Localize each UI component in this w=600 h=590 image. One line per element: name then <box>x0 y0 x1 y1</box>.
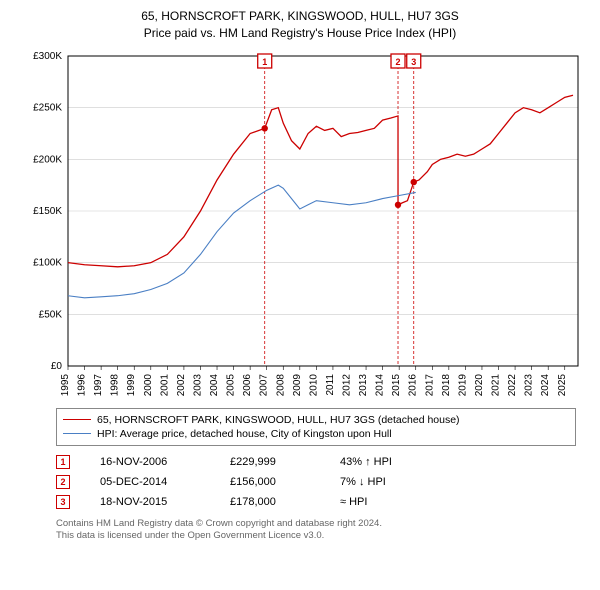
svg-text:£150K: £150K <box>33 206 62 217</box>
transactions-table: 1 16-NOV-2006 £229,999 43% ↑ HPI 2 05-DEC-201… <box>56 452 576 512</box>
tx-price: £178,000 <box>230 496 310 508</box>
svg-text:£250K: £250K <box>33 102 62 113</box>
svg-text:2011: 2011 <box>325 373 336 395</box>
svg-text:2017: 2017 <box>424 373 435 396</box>
transaction-row: 2 05-DEC-2014 £156,000 7% ↓ HPI <box>56 472 576 492</box>
tx-date: 18-NOV-2015 <box>100 496 200 508</box>
svg-text:1996: 1996 <box>77 373 88 396</box>
svg-text:2008: 2008 <box>275 373 286 396</box>
svg-text:2016: 2016 <box>408 373 419 396</box>
legend-label-1: 65, HORNSCROFT PARK, KINGSWOOD, HULL, HU… <box>97 414 460 426</box>
svg-text:2004: 2004 <box>209 373 220 396</box>
chart-title: 65, HORNSCROFT PARK, KINGSWOOD, HULL, HU… <box>10 8 590 42</box>
svg-text:2020: 2020 <box>474 373 485 396</box>
tx-date: 16-NOV-2006 <box>100 456 200 468</box>
svg-text:2009: 2009 <box>292 373 303 396</box>
svg-text:£300K: £300K <box>33 51 62 62</box>
footer-line-2: This data is licensed under the Open Gov… <box>56 530 576 542</box>
svg-text:2024: 2024 <box>540 373 551 396</box>
svg-text:2019: 2019 <box>457 373 468 396</box>
svg-text:2005: 2005 <box>226 373 237 396</box>
transaction-row: 3 18-NOV-2015 £178,000 ≈ HPI <box>56 492 576 512</box>
svg-text:1998: 1998 <box>110 373 121 396</box>
svg-text:2012: 2012 <box>341 373 352 396</box>
svg-text:2010: 2010 <box>308 373 319 396</box>
footer-line-1: Contains HM Land Registry data © Crown c… <box>56 518 576 530</box>
svg-text:£50K: £50K <box>39 309 63 320</box>
svg-text:3: 3 <box>411 57 416 67</box>
footer: Contains HM Land Registry data © Crown c… <box>56 518 576 543</box>
svg-text:£100K: £100K <box>33 257 62 268</box>
svg-text:2018: 2018 <box>441 373 452 396</box>
svg-text:2001: 2001 <box>159 373 170 396</box>
svg-text:2021: 2021 <box>491 373 502 396</box>
root: 65, HORNSCROFT PARK, KINGSWOOD, HULL, HU… <box>0 0 600 590</box>
legend: 65, HORNSCROFT PARK, KINGSWOOD, HULL, HU… <box>56 408 576 446</box>
svg-text:2002: 2002 <box>176 373 187 396</box>
svg-text:2025: 2025 <box>557 373 568 396</box>
svg-text:1995: 1995 <box>60 373 71 396</box>
tx-price: £229,999 <box>230 456 310 468</box>
svg-text:1999: 1999 <box>126 373 137 396</box>
svg-text:£200K: £200K <box>33 154 62 165</box>
tx-price: £156,000 <box>230 476 310 488</box>
svg-text:2: 2 <box>396 57 401 67</box>
tx-marker: 3 <box>56 495 70 509</box>
transaction-row: 1 16-NOV-2006 £229,999 43% ↑ HPI <box>56 452 576 472</box>
legend-row-1: 65, HORNSCROFT PARK, KINGSWOOD, HULL, HU… <box>63 413 569 427</box>
legend-row-2: HPI: Average price, detached house, City… <box>63 427 569 441</box>
tx-date: 05-DEC-2014 <box>100 476 200 488</box>
title-line-1: 65, HORNSCROFT PARK, KINGSWOOD, HULL, HU… <box>10 8 590 25</box>
legend-swatch-1 <box>63 419 91 420</box>
svg-text:2007: 2007 <box>259 373 270 396</box>
tx-delta: 43% ↑ HPI <box>340 456 430 468</box>
tx-marker: 2 <box>56 475 70 489</box>
svg-text:2000: 2000 <box>143 373 154 396</box>
svg-text:2003: 2003 <box>192 373 203 396</box>
tx-delta: 7% ↓ HPI <box>340 476 430 488</box>
svg-text:1: 1 <box>262 57 267 67</box>
svg-text:2023: 2023 <box>524 373 535 396</box>
line-chart: £0 £50K £100K £150K £200K £250K £300K 1995 1996 1… <box>22 48 582 398</box>
chart-svg: £0 £50K £100K £150K £200K £250K £300K 1995 1996 1… <box>22 48 582 398</box>
svg-text:£0: £0 <box>51 361 63 372</box>
legend-label-2: HPI: Average price, detached house, City… <box>97 428 392 440</box>
svg-text:2006: 2006 <box>242 373 253 396</box>
svg-text:2013: 2013 <box>358 373 369 396</box>
tx-marker: 1 <box>56 455 70 469</box>
svg-text:2022: 2022 <box>507 373 518 396</box>
tx-delta: ≈ HPI <box>340 496 430 508</box>
svg-text:2015: 2015 <box>391 373 402 396</box>
legend-swatch-2 <box>63 433 91 434</box>
svg-text:2014: 2014 <box>375 373 386 396</box>
title-line-2: Price paid vs. HM Land Registry's House … <box>10 25 590 42</box>
svg-text:1997: 1997 <box>93 373 104 396</box>
